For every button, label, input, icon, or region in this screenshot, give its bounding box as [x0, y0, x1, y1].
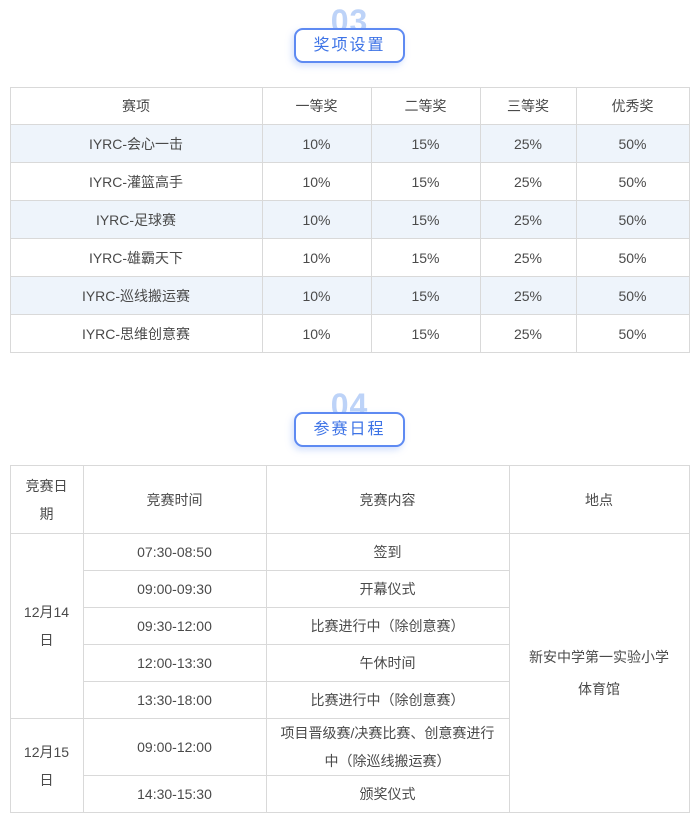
schedule-time-cell: 12:00-13:30 [82, 644, 267, 682]
table-row: IYRC-会心一击 10% 15% 25% 50% [9, 124, 690, 163]
schedule-content-cell: 颁奖仪式 [265, 775, 510, 813]
awards-percentage-cell: 15% [370, 238, 481, 277]
awards-percentage-cell: 15% [370, 162, 481, 201]
table-row: IYRC-巡线搬运赛 10% 15% 25% 50% [9, 276, 690, 315]
awards-header-cell: 优秀奖 [575, 87, 690, 125]
table-row: 12月15日 09:00-12:00 项目晋级赛/决赛比赛、创意赛进行中（除巡线搬运… [9, 718, 689, 813]
awards-table-body: IYRC-会心一击 10% 15% 25% 50% IYRC-灌篮高手 10% 15% 25% 5… [9, 124, 690, 353]
schedule-time-cell: 09:00-09:30 [82, 570, 267, 608]
schedule-header-cell: 地点 [508, 465, 690, 534]
section-awards: 03 奖项设置 赛项 一等奖 二等奖 三等奖 优秀奖 IYRC-会心一击 10% 15% 25… [0, 5, 699, 353]
table-row: 09:30-12:00 比赛进行中（除创意赛） [10, 607, 689, 645]
awards-percentage-cell: 25% [479, 200, 577, 239]
schedule-content-cell: 午休时间 [265, 644, 510, 682]
awards-percentage-cell: 50% [575, 162, 690, 201]
schedule-header-cell: 竞赛日期 [9, 465, 84, 534]
table-row: 13:30-18:00 比赛进行中（除创意赛） [10, 681, 689, 719]
awards-title-badge: 奖项设置 [294, 28, 405, 63]
awards-header-cell: 一等奖 [261, 87, 372, 125]
awards-percentage-cell: 50% [575, 314, 690, 353]
schedule-time-cell: 09:30-12:00 [82, 607, 267, 645]
schedule-content-cell: 比赛进行中（除创意赛） [265, 681, 510, 719]
schedule-time-cell: 07:30-08:50 [82, 533, 267, 571]
schedule-header-cell: 竞赛时间 [82, 465, 267, 534]
table-row: 12:00-13:30 午休时间 [10, 644, 689, 682]
section-schedule: 04 参赛日程 竞赛日期 竞赛时间 竞赛内容 地点 12月14日 07:30-08:50… [0, 353, 699, 813]
schedule-section-header: 04 参赛日程 [0, 389, 699, 447]
awards-percentage-cell: 25% [479, 238, 577, 277]
schedule-header-cell: 竞赛内容 [265, 465, 510, 534]
schedule-content-cell: 比赛进行中（除创意赛） [265, 607, 510, 645]
table-row: IYRC-雄霸天下 10% 15% 25% 50% [9, 238, 690, 277]
awards-percentage-cell: 10% [261, 238, 372, 277]
awards-table-head: 赛项 一等奖 二等奖 三等奖 优秀奖 [9, 87, 690, 125]
schedule-date-cell: 12月15日 [9, 718, 84, 813]
awards-percentage-cell: 15% [370, 124, 481, 163]
awards-percentage-cell: 50% [575, 200, 690, 239]
awards-percentage-cell: 15% [370, 276, 481, 315]
schedule-header-row: 竞赛日期 竞赛时间 竞赛内容 地点 [9, 465, 690, 534]
awards-header-cell: 赛项 [9, 87, 263, 125]
awards-percentage-cell: 10% [261, 200, 372, 239]
schedule-location-cell: 新安中学第一实验小学 体育馆 [508, 533, 690, 813]
awards-section-header: 03 奖项设置 [0, 5, 699, 63]
awards-header-cell: 二等奖 [370, 87, 481, 125]
table-row: IYRC-思维创意赛 10% 15% 25% 50% [9, 314, 690, 353]
awards-event-cell: IYRC-足球赛 [9, 200, 263, 239]
awards-percentage-cell: 10% [261, 276, 372, 315]
awards-percentage-cell: 15% [370, 314, 481, 353]
schedule-title-badge: 参赛日程 [294, 412, 405, 447]
schedule-content-cell: 签到 [265, 533, 510, 571]
awards-percentage-cell: 10% [261, 162, 372, 201]
awards-event-cell: IYRC-会心一击 [9, 124, 263, 163]
awards-percentage-cell: 25% [479, 124, 577, 163]
awards-percentage-cell: 50% [575, 238, 690, 277]
schedule-content-cell: 项目晋级赛/决赛比赛、创意赛进行中（除巡线搬运赛） [265, 718, 510, 776]
awards-event-cell: IYRC-雄霸天下 [9, 238, 263, 277]
awards-header-cell: 三等奖 [479, 87, 577, 125]
schedule-content-cell: 开幕仪式 [265, 570, 510, 608]
awards-percentage-cell: 50% [575, 124, 690, 163]
schedule-time-cell: 14:30-15:30 [82, 775, 267, 813]
table-row: 14:30-15:30 颁奖仪式 [10, 775, 689, 813]
schedule-time-cell: 13:30-18:00 [82, 681, 267, 719]
awards-percentage-cell: 10% [261, 124, 372, 163]
table-row: IYRC-灌篮高手 10% 15% 25% 50% [9, 162, 690, 201]
location-line: 体育馆 [578, 681, 620, 697]
table-row: 12月14日 07:30-08:50 签到 新安中学第一实验小学 体育馆 [9, 533, 690, 813]
schedule-table: 竞赛日期 竞赛时间 竞赛内容 地点 12月14日 07:30-08:50 签到 新安中学第一… [9, 465, 690, 813]
awards-percentage-cell: 10% [261, 314, 372, 353]
schedule-time-cell: 09:00-12:00 [82, 718, 267, 776]
table-row: IYRC-足球赛 10% 15% 25% 50% [9, 200, 690, 239]
awards-event-cell: IYRC-灌篮高手 [9, 162, 263, 201]
awards-percentage-cell: 25% [479, 314, 577, 353]
awards-percentage-cell: 50% [575, 276, 690, 315]
awards-event-cell: IYRC-思维创意赛 [9, 314, 263, 353]
awards-header-row: 赛项 一等奖 二等奖 三等奖 优秀奖 [9, 87, 690, 125]
schedule-table-body: 12月14日 07:30-08:50 签到 新安中学第一实验小学 体育馆 09:00-09… [9, 533, 690, 813]
schedule-table-head: 竞赛日期 竞赛时间 竞赛内容 地点 [9, 465, 690, 534]
schedule-date-cell: 12月14日 [9, 533, 84, 719]
table-row: 09:00-09:30 开幕仪式 [10, 570, 689, 608]
awards-table: 赛项 一等奖 二等奖 三等奖 优秀奖 IYRC-会心一击 10% 15% 25% 50% IYRC… [9, 87, 690, 353]
awards-event-cell: IYRC-巡线搬运赛 [9, 276, 263, 315]
awards-percentage-cell: 25% [479, 276, 577, 315]
awards-percentage-cell: 15% [370, 200, 481, 239]
location-line: 新安中学第一实验小学 [529, 648, 669, 665]
awards-percentage-cell: 25% [479, 162, 577, 201]
page: 03 奖项设置 赛项 一等奖 二等奖 三等奖 优秀奖 IYRC-会心一击 10% 15% 25… [0, 5, 699, 813]
